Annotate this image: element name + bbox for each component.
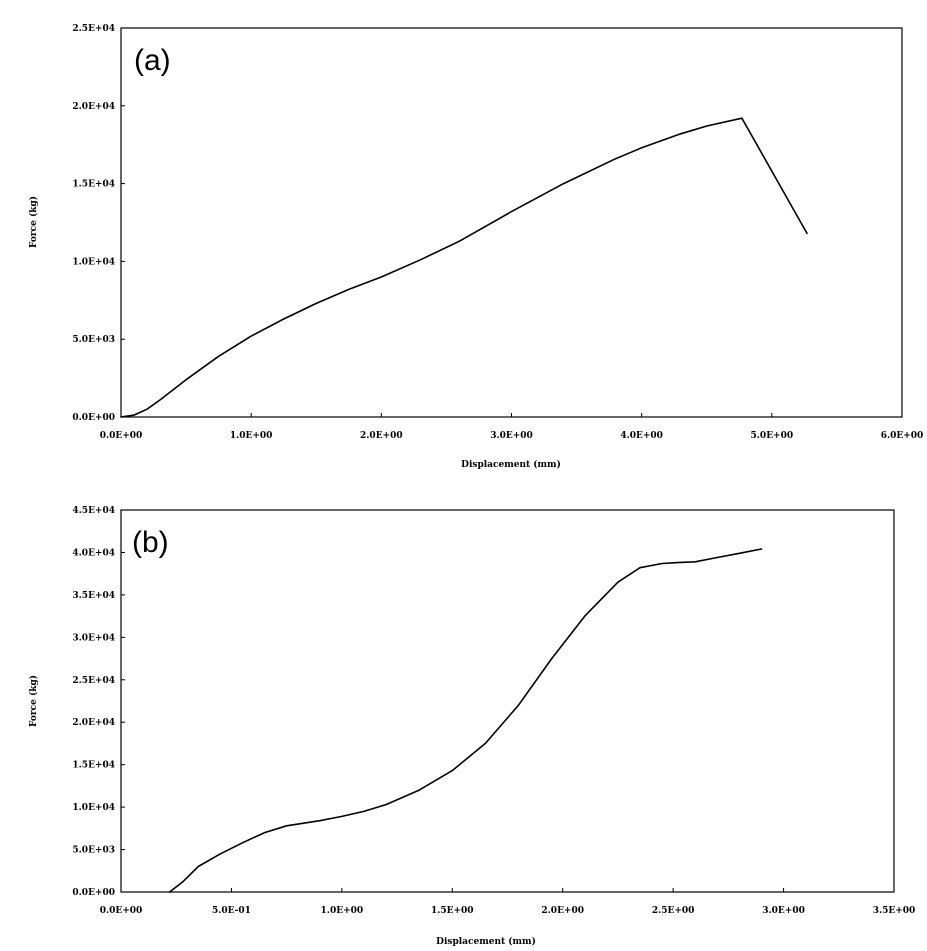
x-tick-label: 1.0E+00 [321, 906, 364, 916]
x-axis-label-a: Displacement (mm) [461, 459, 561, 470]
x-tick-label: 1.0E+00 [230, 431, 273, 441]
y-tick-label: 1.5E+04 [72, 180, 115, 190]
y-tick-label: 1.5E+04 [72, 761, 115, 771]
y-tick-label: 4.0E+04 [72, 548, 115, 558]
y-axis-label-b: Force (kg) [28, 675, 39, 727]
x-tick-label: 6.0E+00 [881, 431, 924, 441]
y-tick-label: 5.0E+03 [72, 846, 115, 856]
chart-b: (b) 0.0E+00 5.0E-01 1.0E+00 1.5E+00 2.0E+00 2… [28, 506, 915, 947]
x-ticks-a: 0.0E+00 1.0E+00 2.0E+00 3.0E+00 4.0E+00 5.0E+… [100, 413, 924, 441]
x-tick-label: 1.5E+00 [431, 906, 474, 916]
y-ticks-b: 0.0E+00 5.0E+03 1.0E+04 1.5E+04 2.0E+04 2.5E+… [72, 506, 125, 898]
chart-a: (a) 0.0E+00 1.0E+00 2.0E+00 3.0E+00 4.0E+00 5… [28, 24, 923, 470]
y-tick-label: 5.0E+03 [72, 335, 115, 345]
plot-area-b [120, 509, 895, 893]
series-b [168, 548, 763, 893]
y-tick-label: 2.0E+04 [72, 102, 115, 112]
x-tick-label: 0.0E+00 [100, 431, 143, 441]
y-axis-label-a: Force (kg) [28, 196, 39, 248]
x-tick-label: 5.0E-01 [212, 906, 251, 916]
x-tick-label: 3.5E+00 [873, 906, 916, 916]
series-line [168, 548, 763, 893]
x-ticks-b: 0.0E+00 5.0E-01 1.0E+00 1.5E+00 2.0E+00 2.5E+… [100, 888, 916, 916]
x-tick-label: 3.0E+00 [490, 431, 533, 441]
y-tick-label: 2.5E+04 [72, 24, 115, 34]
panel-label-b: (b) [132, 526, 169, 559]
x-tick-label: 0.0E+00 [100, 906, 143, 916]
x-tick-label: 3.0E+00 [762, 906, 805, 916]
x-tick-label: 2.5E+00 [652, 906, 695, 916]
y-tick-label: 3.0E+04 [72, 633, 115, 643]
x-tick-label: 2.0E+00 [541, 906, 584, 916]
y-tick-label: 3.5E+04 [72, 591, 115, 601]
plot-area-a [120, 27, 903, 418]
series-a [120, 117, 808, 418]
y-tick-label: 4.5E+04 [72, 506, 115, 516]
panel-label-a: (a) [134, 44, 171, 77]
series-line [120, 117, 808, 418]
y-tick-label: 1.0E+04 [72, 257, 115, 267]
x-tick-label: 2.0E+00 [360, 431, 403, 441]
x-tick-label: 4.0E+00 [620, 431, 663, 441]
y-tick-label: 2.5E+04 [72, 676, 115, 686]
x-tick-label: 5.0E+00 [751, 431, 794, 441]
y-tick-label: 0.0E+00 [72, 888, 115, 898]
y-tick-label: 2.0E+04 [72, 718, 115, 728]
y-tick-label: 0.0E+00 [72, 413, 115, 423]
x-axis-label-b: Displacement (mm) [436, 936, 536, 947]
y-tick-label: 1.0E+04 [72, 803, 115, 813]
y-ticks-a: 0.0E+00 5.0E+03 1.0E+04 1.5E+04 2.0E+04 2.5E+… [72, 24, 125, 423]
